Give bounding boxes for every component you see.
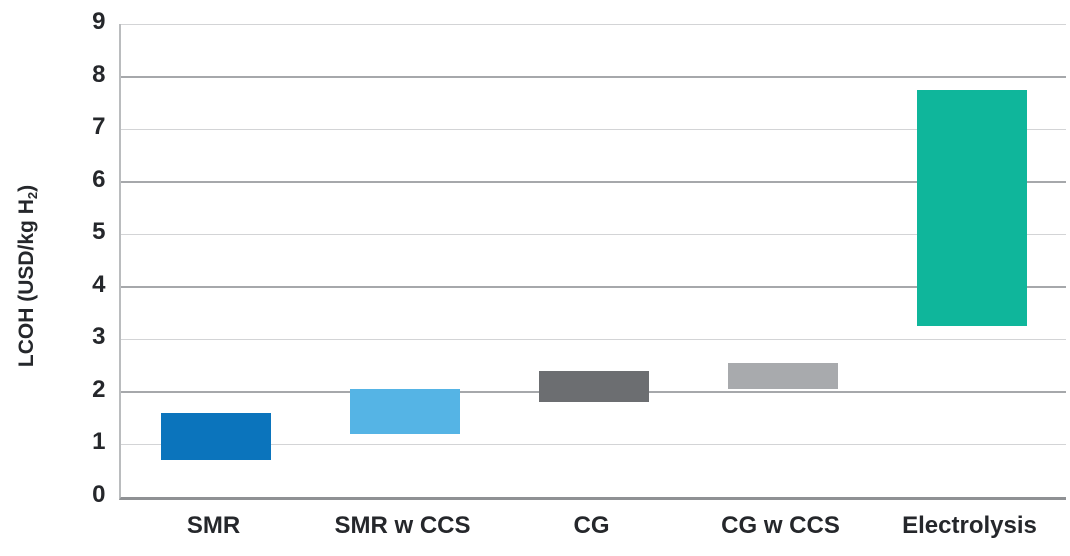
y-tick-label-8: 8 [92,60,106,88]
y-tick-label-3: 3 [92,323,106,351]
bar-cg [538,370,649,403]
gridline-y-7 [121,129,1066,131]
y-tick-label-0: 0 [92,480,106,508]
gridline-y-9 [121,24,1066,25]
y-axis-tick-labels: 0 1 2 3 4 5 6 7 8 9 [0,8,106,508]
y-tick-label-2: 2 [92,375,106,403]
x-axis-labels: SMR SMR w CCS CG CG w CCS Electrolysis [119,512,1064,552]
y-tick-label-7: 7 [92,112,106,140]
bar-smr-w-ccs [349,389,460,434]
x-axis-label-cg-w-ccs: CG w CCS [721,512,840,539]
gridline-y-3 [121,339,1066,341]
bar-smr [160,412,271,461]
x-axis-label-electrolysis: Electrolysis [902,512,1037,539]
y-tick-label-5: 5 [92,217,106,245]
x-axis-label-smr: SMR [186,512,241,539]
gridline-y-6 [121,180,1066,183]
y-tick-label-4: 4 [92,270,106,298]
x-axis-label-cg: CG [573,512,610,539]
y-tick-label-9: 9 [92,7,106,35]
bar-cg-w-ccs [727,362,838,390]
y-tick-label-6: 6 [92,165,106,193]
gridline-y-5 [121,234,1066,236]
gridline-y-1 [121,444,1066,446]
x-axis-label-smr-w-ccs: SMR w CCS [334,512,471,539]
y-tick-label-1: 1 [92,428,106,456]
gridline-y-4 [121,285,1066,288]
bar-electrolysis [916,89,1027,327]
gridline-y-8 [121,75,1066,78]
plot-area [119,24,1066,500]
